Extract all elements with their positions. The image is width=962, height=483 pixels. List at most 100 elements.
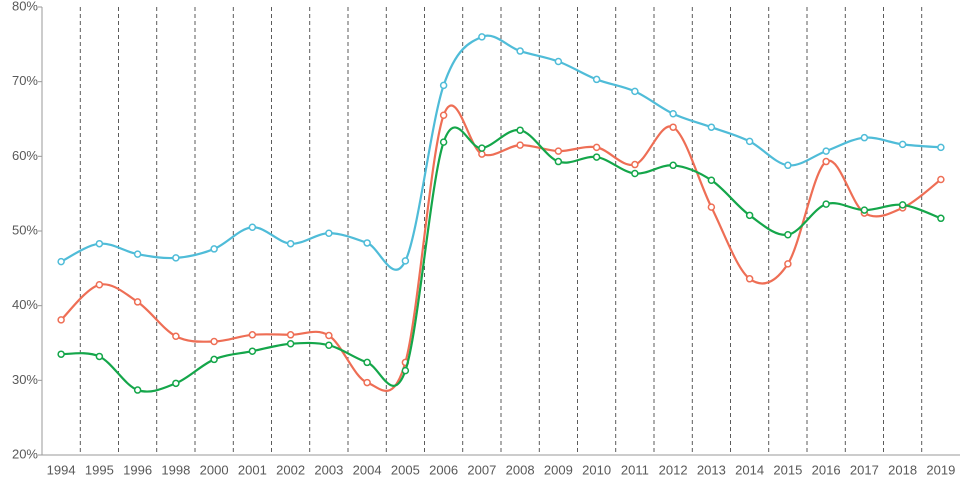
point xyxy=(363,358,371,367)
point xyxy=(745,211,754,220)
x-tick-label: 2008 xyxy=(506,462,535,477)
y-tick-label: 40% xyxy=(12,297,38,312)
x-tick-label: 2009 xyxy=(544,462,573,477)
point xyxy=(822,147,830,155)
point xyxy=(401,257,410,265)
point xyxy=(439,111,448,120)
point xyxy=(860,206,869,214)
x-tick-label: 1996 xyxy=(123,462,152,477)
y-tick-label: 70% xyxy=(12,73,38,88)
point xyxy=(516,47,524,55)
x-tick-label: 2017 xyxy=(850,462,879,477)
point xyxy=(554,147,563,155)
y-tick-label: 50% xyxy=(12,222,38,237)
point xyxy=(631,160,639,169)
x-tick-label: 2013 xyxy=(697,462,726,477)
point xyxy=(248,223,257,232)
point xyxy=(286,239,295,248)
point xyxy=(516,126,524,134)
x-tick-label: 2002 xyxy=(276,462,305,477)
point xyxy=(401,366,410,375)
point xyxy=(898,140,907,149)
point xyxy=(325,331,333,340)
point xyxy=(898,201,907,209)
point xyxy=(784,260,792,268)
point xyxy=(133,386,142,394)
series-line xyxy=(60,104,942,392)
point xyxy=(478,33,486,41)
point xyxy=(631,169,639,178)
point xyxy=(669,110,677,118)
point xyxy=(745,137,754,146)
point xyxy=(822,200,830,208)
x-tick-label: 2015 xyxy=(773,462,802,477)
x-tick-label: 2011 xyxy=(621,462,649,477)
point xyxy=(439,138,448,146)
point xyxy=(248,331,257,339)
point xyxy=(784,161,792,170)
point xyxy=(363,239,371,247)
point xyxy=(516,141,524,149)
point xyxy=(172,379,180,388)
point xyxy=(363,378,371,387)
point xyxy=(286,339,295,348)
point xyxy=(592,153,601,161)
x-tick-label: 2004 xyxy=(353,462,382,477)
x-tick-label: 2006 xyxy=(429,462,458,477)
point xyxy=(784,230,792,239)
point xyxy=(554,57,563,66)
point xyxy=(172,254,180,262)
point xyxy=(57,350,65,358)
point xyxy=(669,123,677,131)
point xyxy=(745,275,754,283)
y-tick-label: 20% xyxy=(12,446,38,461)
x-tick-label: 2016 xyxy=(812,462,841,477)
x-tick-label: 2003 xyxy=(314,462,343,477)
point xyxy=(592,75,601,84)
point xyxy=(478,150,486,158)
point xyxy=(937,214,945,223)
x-tick-label: 1994 xyxy=(47,462,76,477)
point xyxy=(325,229,333,237)
point xyxy=(631,87,639,96)
point xyxy=(937,143,945,152)
point xyxy=(554,157,563,166)
point xyxy=(172,332,180,341)
x-tick-label: 2019 xyxy=(926,462,955,477)
point xyxy=(248,347,257,355)
point xyxy=(325,341,333,349)
point xyxy=(822,157,830,166)
point xyxy=(133,250,142,258)
y-tick-label: 30% xyxy=(12,372,38,387)
x-tick-label: 2005 xyxy=(391,462,420,477)
point xyxy=(95,352,104,361)
point xyxy=(707,123,716,131)
point xyxy=(210,337,218,346)
point xyxy=(439,81,448,90)
point xyxy=(707,203,716,211)
point xyxy=(707,176,716,184)
y-tick-label: 80% xyxy=(12,0,38,13)
x-tick-label: 2000 xyxy=(200,462,229,477)
point xyxy=(669,161,677,170)
x-tick-label: 2010 xyxy=(582,462,611,477)
x-tick-label: 2007 xyxy=(467,462,496,477)
point xyxy=(95,239,104,248)
x-tick-label: 2012 xyxy=(659,462,688,477)
x-tick-label: 1998 xyxy=(161,462,190,477)
x-tick-label: 2018 xyxy=(888,462,917,477)
point xyxy=(286,331,295,339)
y-tick-label: 60% xyxy=(12,148,38,163)
point xyxy=(937,175,945,184)
point xyxy=(133,298,142,306)
x-tick-label: 1995 xyxy=(85,462,114,477)
x-tick-label: 2001 xyxy=(238,462,267,477)
point xyxy=(210,245,218,253)
point xyxy=(478,144,486,152)
point xyxy=(592,143,601,152)
point xyxy=(860,133,869,142)
point xyxy=(57,316,65,324)
point xyxy=(57,257,65,266)
point xyxy=(95,281,104,289)
